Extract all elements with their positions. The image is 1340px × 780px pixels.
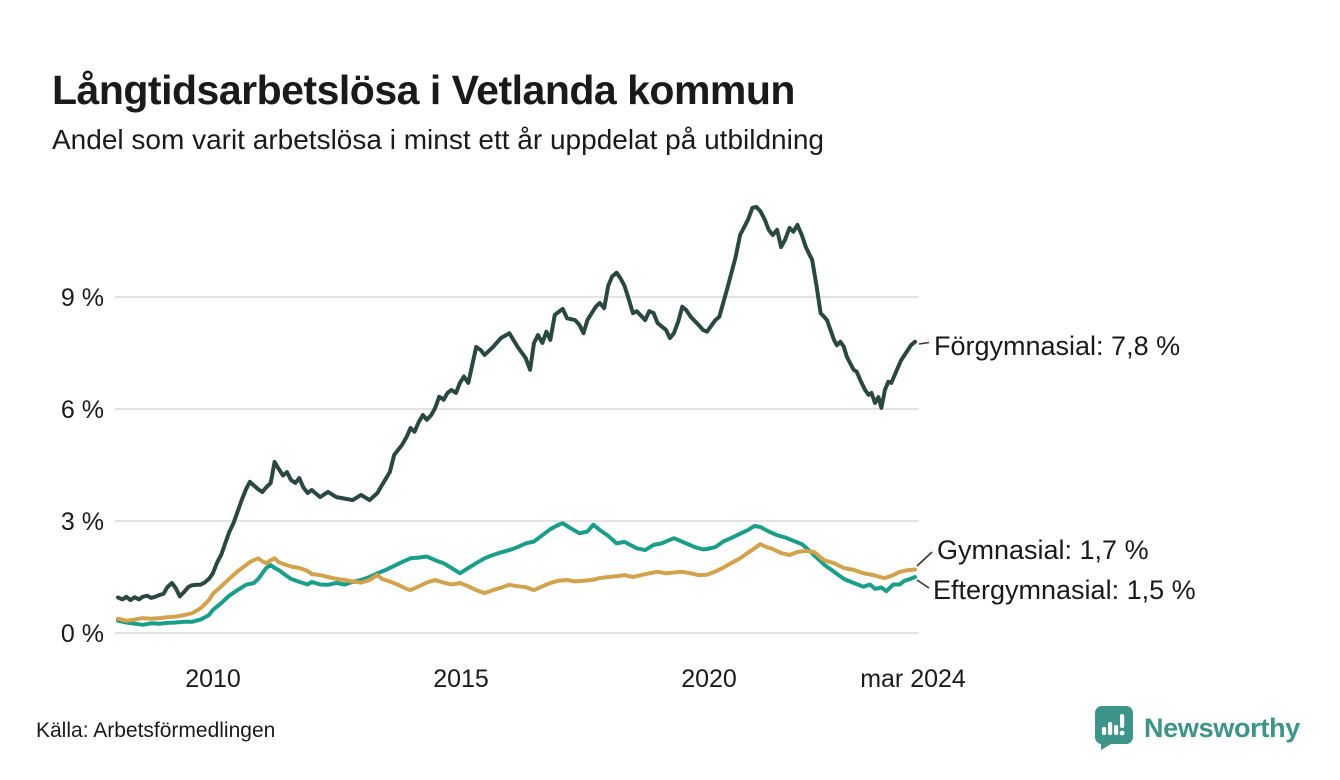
x-tick-2020: 2020 <box>681 665 737 693</box>
series-annotations: Förgymnasial: 7,8 % Gymnasial: 1,7 % Eft… <box>933 331 1196 605</box>
y-tick-6: 6 % <box>61 396 104 424</box>
x-tick-2015: 2015 <box>433 665 489 693</box>
newsworthy-logo[interactable]: Newsworthy <box>1094 705 1300 751</box>
newsworthy-brand-name: Newsworthy <box>1143 712 1300 743</box>
series-line-gymnasial <box>116 542 917 623</box>
gridlines <box>115 296 918 634</box>
y-axis-labels: 9 % 6 % 3 % 0 % <box>61 284 104 648</box>
page-subtitle: Andel som varit arbetslösa i minst ett å… <box>52 124 824 155</box>
x-tick-mar-2024: mar 2024 <box>860 665 966 693</box>
page-title: Långtidsarbetslösa i Vetlanda kommun <box>52 67 795 114</box>
annotation-gymnasial: Gymnasial: 1,7 % <box>937 535 1149 565</box>
annotation-eftergymnasial: Eftergymnasial: 1,5 % <box>933 575 1196 605</box>
logo-bar-chart-icon <box>1101 714 1125 736</box>
x-tick-2010: 2010 <box>185 665 241 693</box>
y-tick-0: 0 % <box>61 620 104 648</box>
y-tick-9: 9 % <box>61 284 104 312</box>
x-axis-labels: 2010 2015 2020 mar 2024 <box>185 665 966 693</box>
connector-forgymnasial <box>918 341 930 345</box>
logo-bubble-shape <box>1094 706 1133 750</box>
series-lines <box>116 205 917 627</box>
series-line-forgymnasial <box>116 205 917 603</box>
series-line-eftergymnasial <box>116 521 917 627</box>
newsworthy-logo-icon <box>1094 706 1133 750</box>
connector-gymnasial <box>916 551 933 567</box>
connector-eftergymnasial <box>916 579 930 589</box>
annotation-forgymnasial: Förgymnasial: 7,8 % <box>934 331 1180 361</box>
annotation-connectors <box>916 341 933 589</box>
y-tick-3: 3 % <box>61 508 104 536</box>
source-note: Källa: Arbetsförmedlingen <box>36 719 276 742</box>
